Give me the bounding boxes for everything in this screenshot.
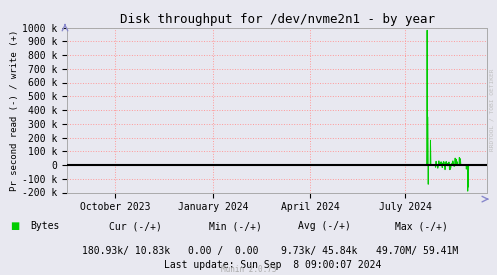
Text: 49.70M/ 59.41M: 49.70M/ 59.41M bbox=[376, 246, 458, 256]
Text: ■: ■ bbox=[10, 221, 19, 231]
Text: Munin 2.0.73: Munin 2.0.73 bbox=[221, 265, 276, 274]
Text: 9.73k/ 45.84k: 9.73k/ 45.84k bbox=[281, 246, 357, 256]
Text: Bytes: Bytes bbox=[30, 221, 59, 231]
Text: Min (-/+): Min (-/+) bbox=[209, 221, 261, 231]
Text: RRDTOOL / TOBI OETIKER: RRDTOOL / TOBI OETIKER bbox=[490, 69, 495, 151]
Text: Avg (-/+): Avg (-/+) bbox=[298, 221, 351, 231]
Title: Disk throughput for /dev/nvme2n1 - by year: Disk throughput for /dev/nvme2n1 - by ye… bbox=[120, 13, 434, 26]
Text: Last update: Sun Sep  8 09:00:07 2024: Last update: Sun Sep 8 09:00:07 2024 bbox=[164, 260, 381, 270]
Text: 180.93k/ 10.83k: 180.93k/ 10.83k bbox=[82, 246, 170, 256]
Text: Max (-/+): Max (-/+) bbox=[395, 221, 448, 231]
Text: 0.00 /  0.00: 0.00 / 0.00 bbox=[188, 246, 258, 256]
Text: Cur (-/+): Cur (-/+) bbox=[109, 221, 162, 231]
Y-axis label: Pr second read (-) / write (+): Pr second read (-) / write (+) bbox=[10, 29, 19, 191]
